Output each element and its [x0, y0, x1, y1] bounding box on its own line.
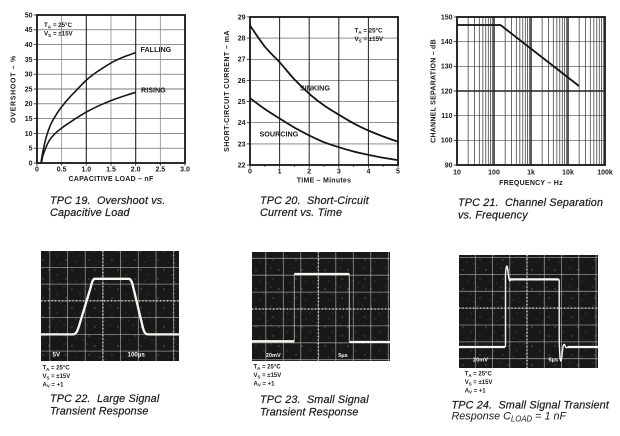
- svg-text:SINKING: SINKING: [300, 84, 330, 93]
- svg-text:120: 120: [441, 88, 453, 95]
- svg-text:50: 50: [25, 12, 33, 19]
- svg-text:20mV: 20mV: [266, 353, 281, 359]
- svg-text:1.0: 1.0: [81, 167, 91, 174]
- svg-text:RISING: RISING: [141, 86, 166, 95]
- svg-text:CAPACITIVE LOAD – nF: CAPACITIVE LOAD – nF: [69, 176, 154, 183]
- svg-text:TA = 25°C: TA = 25°C: [465, 372, 493, 378]
- svg-text:TPC 24. Small Signal Transien: TPC 24. Small Signal Transient: [452, 400, 610, 412]
- svg-text:0: 0: [248, 169, 252, 176]
- svg-text:VS = ±15V: VS = ±15V: [465, 380, 493, 386]
- svg-text:5: 5: [29, 146, 33, 153]
- svg-text:5µs: 5µs: [338, 353, 347, 359]
- svg-text:SHORT-CIRCUIT CURRENT – mA: SHORT-CIRCUIT CURRENT – mA: [224, 30, 231, 152]
- svg-text:15: 15: [25, 116, 33, 123]
- svg-text:100µs: 100µs: [128, 352, 146, 359]
- svg-text:VS = ±15V: VS = ±15V: [254, 373, 282, 379]
- svg-text:22: 22: [238, 162, 246, 169]
- svg-text:TA = 25°C: TA = 25°C: [43, 366, 71, 372]
- svg-text:26: 26: [238, 78, 246, 85]
- svg-text:150: 150: [441, 14, 453, 21]
- svg-text:Transient Response: Transient Response: [50, 406, 149, 418]
- svg-text:27: 27: [238, 57, 246, 64]
- svg-text:100k: 100k: [597, 170, 613, 177]
- svg-text:10: 10: [453, 170, 461, 177]
- svg-text:40: 40: [25, 42, 33, 49]
- svg-text:vs. Frequency: vs. Frequency: [458, 209, 528, 221]
- svg-text:28: 28: [238, 36, 246, 43]
- svg-text:SOURCING: SOURCING: [260, 130, 299, 139]
- svg-text:VS = ±15V: VS = ±15V: [44, 31, 74, 38]
- svg-text:TIME – Minutes: TIME – Minutes: [297, 178, 351, 185]
- svg-text:TA = 25°C: TA = 25°C: [44, 22, 73, 29]
- svg-text:3: 3: [337, 169, 341, 176]
- svg-text:29: 29: [238, 14, 246, 21]
- svg-text:FALLING: FALLING: [141, 45, 172, 54]
- svg-text:130: 130: [441, 64, 453, 71]
- svg-text:1: 1: [278, 169, 282, 176]
- svg-text:100: 100: [488, 170, 500, 177]
- svg-text:2: 2: [307, 169, 311, 176]
- svg-text:1k: 1k: [527, 170, 535, 177]
- svg-text:VS = ±15V: VS = ±15V: [355, 36, 385, 43]
- svg-text:140: 140: [441, 39, 453, 46]
- svg-text:TPC 21. Channel Separation: TPC 21. Channel Separation: [458, 197, 603, 209]
- svg-text:TPC 22. Large Signal: TPC 22. Large Signal: [50, 393, 160, 405]
- svg-text:110: 110: [441, 113, 452, 120]
- svg-text:25: 25: [238, 99, 246, 106]
- svg-text:FREQUENCY – Hz: FREQUENCY – Hz: [499, 180, 563, 187]
- svg-text:5: 5: [396, 169, 400, 176]
- svg-text:TPC 19. Overshoot vs.: TPC 19. Overshoot vs.: [50, 195, 166, 207]
- svg-text:Current vs. Time: Current vs. Time: [260, 207, 342, 219]
- svg-text:2.5: 2.5: [155, 167, 165, 174]
- svg-text:1.5: 1.5: [106, 167, 116, 174]
- svg-text:Response CLOAD = 1 nF: Response CLOAD = 1 nF: [452, 411, 568, 424]
- svg-text:TA = 25°C: TA = 25°C: [355, 28, 384, 35]
- svg-text:0: 0: [29, 160, 33, 167]
- svg-text:CHANNEL SEPARATION – dB: CHANNEL SEPARATION – dB: [431, 39, 438, 143]
- svg-text:24: 24: [238, 120, 246, 127]
- svg-text:TA = 25°C: TA = 25°C: [254, 365, 282, 371]
- svg-text:0.5: 0.5: [57, 167, 67, 174]
- svg-text:5µs: 5µs: [549, 358, 558, 364]
- svg-text:Transient Response: Transient Response: [260, 407, 359, 419]
- svg-text:TPC 20. Short-Circuit: TPC 20. Short-Circuit: [260, 195, 370, 207]
- svg-text:VS = ±15V: VS = ±15V: [43, 374, 71, 380]
- svg-text:23: 23: [238, 141, 246, 148]
- svg-text:AV = +1: AV = +1: [254, 381, 276, 387]
- svg-text:20mV: 20mV: [473, 358, 488, 364]
- svg-text:10: 10: [25, 131, 33, 138]
- svg-text:10k: 10k: [562, 170, 574, 177]
- svg-text:5V: 5V: [53, 352, 61, 359]
- svg-text:45: 45: [25, 27, 33, 34]
- svg-text:AV = +1: AV = +1: [465, 388, 487, 394]
- svg-text:OVERSHOOT – %: OVERSHOOT – %: [11, 55, 18, 123]
- svg-text:2.0: 2.0: [131, 167, 141, 174]
- svg-text:Capacitive Load: Capacitive Load: [50, 207, 131, 219]
- svg-text:4: 4: [366, 169, 370, 176]
- svg-text:AV = +1: AV = +1: [43, 382, 65, 388]
- svg-text:100: 100: [441, 138, 453, 145]
- svg-text:25: 25: [25, 86, 33, 93]
- svg-text:3.0: 3.0: [180, 167, 190, 174]
- svg-text:30: 30: [25, 72, 33, 79]
- svg-text:35: 35: [25, 57, 33, 64]
- svg-text:90: 90: [445, 162, 453, 169]
- svg-text:0: 0: [35, 167, 39, 174]
- svg-text:TPC 23. Small Signal: TPC 23. Small Signal: [260, 394, 369, 406]
- svg-text:20: 20: [25, 101, 33, 108]
